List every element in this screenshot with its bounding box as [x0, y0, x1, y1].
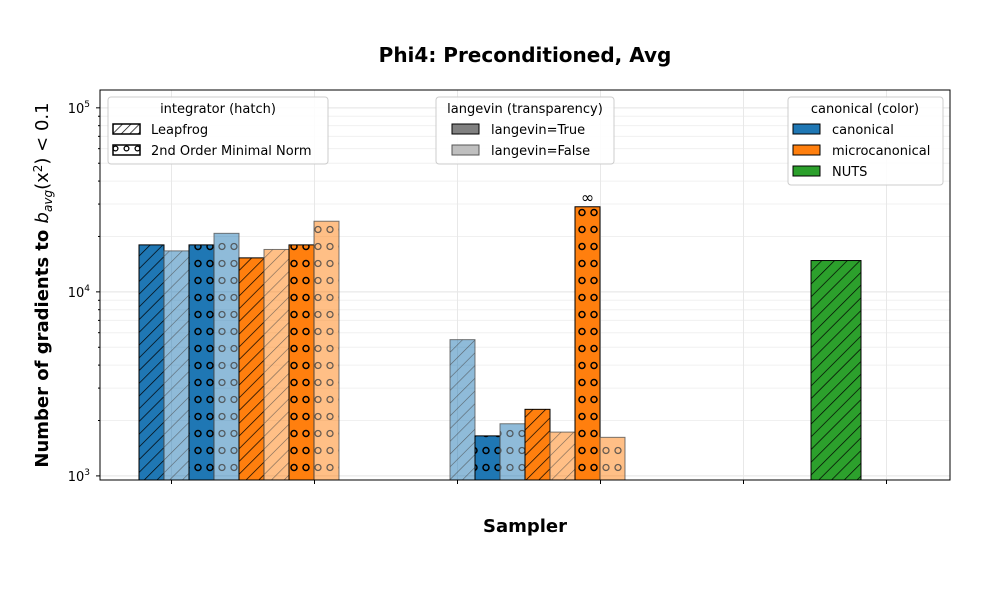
bar-canonical-leapfrog-no-langevin	[449, 339, 476, 481]
bar-hatch	[264, 249, 289, 480]
legend-canonical-title: canonical (color)	[811, 102, 919, 117]
legend-langevin: langevin (transparency) langevin=True la…	[435, 96, 615, 165]
legend-integrator-title: integrator (hatch)	[160, 102, 276, 117]
bar-canonical-leapfrog-langevin	[138, 244, 165, 481]
bar-hatch	[550, 432, 575, 480]
legend-label-canonical: canonical	[832, 123, 894, 138]
bar-hatch	[811, 260, 861, 480]
bar-microcanonical-leapfrog-no-langevin	[549, 431, 576, 481]
bar-microcanonical-leapfrog-langevin	[238, 257, 265, 481]
legend-swatch-leapfrog	[112, 123, 141, 135]
legend-label-minimal-norm: 2nd Order Minimal Norm	[151, 144, 311, 159]
bar-microcanonical-minimal-norm-langevin	[288, 244, 315, 481]
bar-canonical-minimal-norm-no-langevin	[213, 232, 240, 481]
chart-title: Phi4: Preconditioned, Avg	[379, 43, 672, 67]
bar-hatch	[189, 244, 214, 480]
legend-label-langevin-true: langevin=True	[491, 123, 585, 138]
y-tick-label: 105	[68, 100, 90, 117]
legend-langevin-title: langevin (transparency)	[447, 102, 603, 117]
y-axis-label: Number of gradients to bavg(x2) < 0.1	[31, 102, 55, 467]
bar-hatch	[525, 409, 550, 480]
legend-swatch-minimal-norm	[112, 144, 141, 156]
bar-infinity-annotation: ∞	[581, 188, 594, 207]
bars: ∞	[138, 188, 862, 481]
bar-microcanonical-minimal-norm-langevin	[574, 206, 601, 481]
legend-canonical: canonical (color) canonical microcanonic…	[787, 96, 944, 186]
plot-frame	[99, 89, 951, 481]
bar-hatch	[314, 221, 339, 481]
legend-swatch-microcanonical	[792, 144, 821, 156]
y-tick-label: 103	[68, 468, 90, 485]
bar-canonical-minimal-norm-langevin	[474, 435, 501, 481]
bar-hatch	[475, 435, 500, 480]
y-tick-label: 104	[68, 284, 91, 301]
legend-label-leapfrog: Leapfrog	[151, 123, 208, 138]
bar-hatch	[600, 437, 625, 480]
bar-NUTS-leapfrog-langevin	[810, 260, 862, 481]
y-axis-ticks: 103 104 105	[68, 100, 100, 485]
bar-hatch	[450, 339, 475, 480]
x-axis-ticks	[171, 480, 887, 484]
x-axis-label: Sampler	[483, 516, 567, 537]
bar-hatch	[164, 250, 189, 480]
legend-swatch-canonical	[792, 123, 821, 135]
bar-canonical-minimal-norm-no-langevin	[499, 423, 526, 481]
legend-swatch-nuts	[792, 165, 821, 177]
bar-microcanonical-leapfrog-no-langevin	[263, 248, 290, 481]
bar-hatch	[214, 233, 239, 480]
legend-swatch-langevin-true	[451, 123, 480, 135]
bar-canonical-minimal-norm-langevin	[188, 244, 215, 481]
legend-label-langevin-false: langevin=False	[491, 144, 590, 159]
bar-hatch	[500, 423, 525, 480]
legend-integrator: integrator (hatch) Leapfrog 2nd Order Mi…	[107, 96, 329, 165]
legend-label-nuts: NUTS	[832, 165, 867, 180]
bar-hatch	[575, 206, 600, 480]
bar-hatch	[239, 257, 264, 480]
bar-canonical-leapfrog-no-langevin	[163, 250, 190, 481]
bar-hatch	[289, 244, 314, 480]
legend-label-microcanonical: microcanonical	[832, 144, 930, 159]
legend-swatch-langevin-false	[451, 144, 480, 156]
bar-hatch	[139, 244, 164, 480]
bar-microcanonical-minimal-norm-no-langevin	[599, 436, 626, 481]
bar-microcanonical-leapfrog-langevin	[524, 408, 551, 481]
bar-microcanonical-minimal-norm-no-langevin	[313, 220, 340, 481]
